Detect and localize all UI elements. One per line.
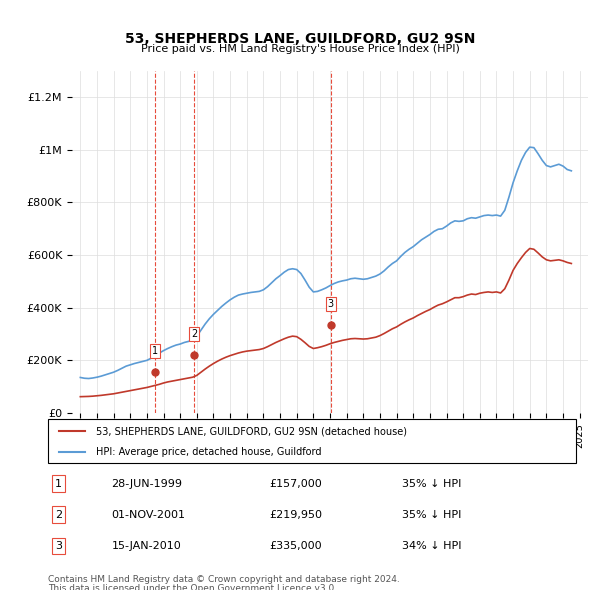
Text: 3: 3	[328, 299, 334, 309]
Text: Contains HM Land Registry data © Crown copyright and database right 2024.: Contains HM Land Registry data © Crown c…	[48, 575, 400, 584]
Text: 2: 2	[191, 329, 197, 339]
Text: 35% ↓ HPI: 35% ↓ HPI	[402, 510, 461, 520]
Text: 1: 1	[55, 478, 62, 489]
Text: Price paid vs. HM Land Registry's House Price Index (HPI): Price paid vs. HM Land Registry's House …	[140, 44, 460, 54]
Text: 1: 1	[152, 346, 158, 356]
FancyBboxPatch shape	[48, 419, 576, 463]
Text: 15-JAN-2010: 15-JAN-2010	[112, 541, 181, 551]
Text: 28-JUN-1999: 28-JUN-1999	[112, 478, 182, 489]
Text: 2: 2	[55, 510, 62, 520]
Text: 53, SHEPHERDS LANE, GUILDFORD, GU2 9SN: 53, SHEPHERDS LANE, GUILDFORD, GU2 9SN	[125, 32, 475, 47]
Text: This data is licensed under the Open Government Licence v3.0.: This data is licensed under the Open Gov…	[48, 584, 337, 590]
Text: 01-NOV-2001: 01-NOV-2001	[112, 510, 185, 520]
Text: £219,950: £219,950	[270, 510, 323, 520]
Text: 3: 3	[55, 541, 62, 551]
Text: £335,000: £335,000	[270, 541, 322, 551]
Text: HPI: Average price, detached house, Guildford: HPI: Average price, detached house, Guil…	[95, 447, 321, 457]
Text: 53, SHEPHERDS LANE, GUILDFORD, GU2 9SN (detached house): 53, SHEPHERDS LANE, GUILDFORD, GU2 9SN (…	[95, 427, 407, 436]
Text: 34% ↓ HPI: 34% ↓ HPI	[402, 541, 461, 551]
Text: 35% ↓ HPI: 35% ↓ HPI	[402, 478, 461, 489]
Text: £157,000: £157,000	[270, 478, 323, 489]
